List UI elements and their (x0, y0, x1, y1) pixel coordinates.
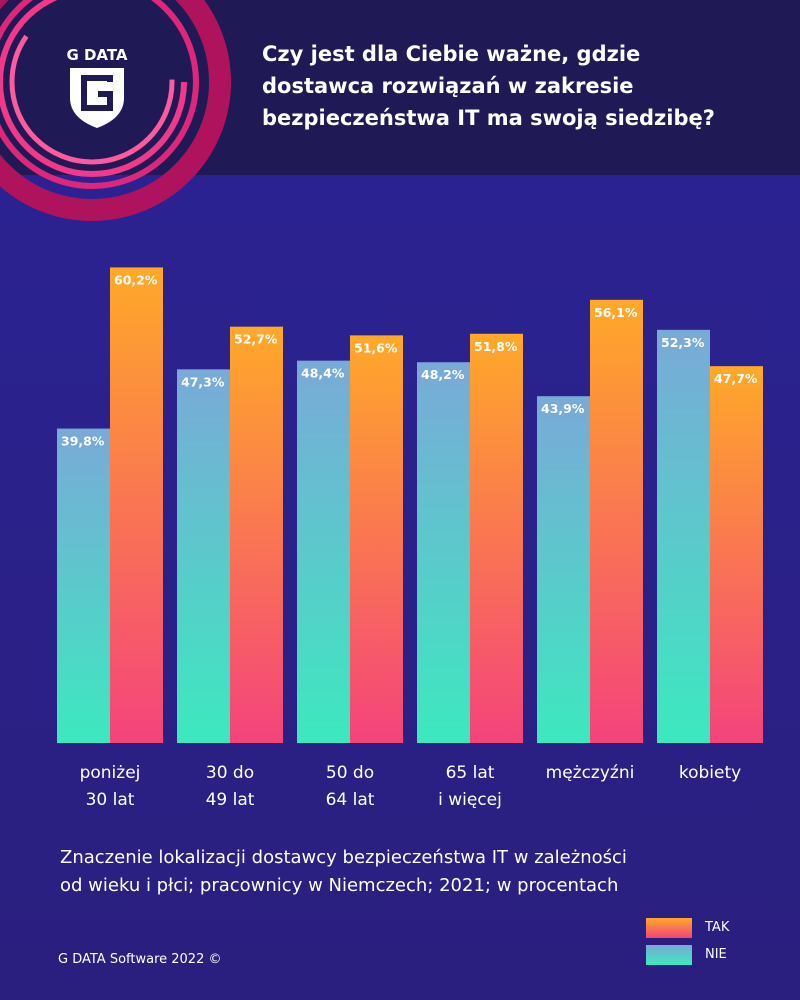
bar (470, 333, 523, 743)
bar (297, 360, 350, 743)
x-tick-label: 50 do 64 lat (325, 763, 375, 810)
bar (590, 299, 643, 743)
legend-swatch (646, 918, 692, 938)
bar (657, 329, 710, 743)
legend-label: NIE (705, 947, 727, 962)
x-tick-label: mężczyźni (545, 763, 635, 783)
value-label: 56,1% (594, 305, 638, 320)
bar (230, 326, 283, 743)
header-band (0, 0, 800, 175)
value-label: 43,9% (541, 401, 585, 416)
value-label: 60,2% (114, 272, 158, 287)
value-label: 51,8% (474, 339, 518, 354)
subtitle: Znaczenie lokalizacji dostawcy bezpiecze… (60, 847, 627, 896)
value-label: 51,6% (354, 340, 398, 355)
bar (177, 369, 230, 743)
logo-rings (0, 0, 231, 221)
footer: G DATA Software 2022 © (58, 952, 222, 967)
value-label: 48,2% (421, 367, 465, 382)
bar (417, 362, 470, 743)
bar (110, 267, 163, 743)
legend-swatch (646, 945, 692, 965)
value-label: 52,3% (661, 335, 705, 350)
x-tick-label: 30 do 49 lat (205, 763, 255, 810)
chart-title: Czy jest dla Ciebie ważne, gdzie dostawc… (262, 42, 715, 130)
bar (710, 366, 763, 743)
value-label: 48,4% (301, 366, 345, 381)
value-label: 47,3% (181, 374, 225, 389)
value-label: 52,7% (234, 332, 278, 347)
bar (350, 335, 403, 743)
logo-text: G DATA (66, 46, 127, 64)
value-label: 39,8% (61, 434, 105, 449)
bar (537, 396, 590, 743)
bar (57, 428, 110, 743)
x-tick-label: 65 lat i więcej (438, 763, 502, 810)
value-label: 47,7% (714, 371, 758, 386)
x-tick-label: poniżej 30 lat (79, 763, 141, 810)
logo-g (81, 75, 113, 111)
legend-label: TAK (705, 920, 730, 935)
x-tick-label: kobiety (678, 763, 742, 783)
